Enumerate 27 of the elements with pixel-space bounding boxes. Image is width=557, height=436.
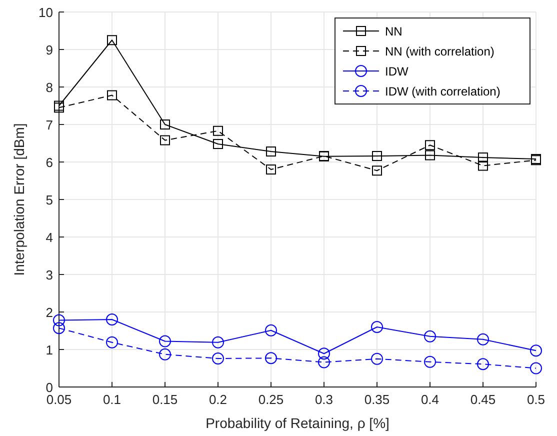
x-axis-title: Probability of Retaining, ρ [%] [206, 415, 390, 431]
y-tick-label: 0 [46, 380, 53, 395]
legend-label: IDW [385, 64, 409, 78]
y-tick-label: 8 [46, 80, 53, 95]
x-tick-label: 0.1 [102, 392, 122, 407]
legend-label: NN (with correlation) [385, 44, 494, 58]
y-tick-label: 7 [46, 118, 53, 132]
y-axis-title: Interpolation Error [dBm] [11, 123, 27, 276]
x-tick-label: 0.15 [152, 392, 178, 407]
x-tick-label: 0.35 [364, 392, 390, 407]
y-tick-label: 2 [46, 305, 53, 320]
y-tick-label: 10 [38, 5, 53, 20]
x-tick-label: 0.05 [46, 392, 72, 407]
x-tick-label: 0.45 [470, 392, 496, 407]
x-tick-label: 0.3 [314, 392, 334, 407]
legend-label: IDW (with correlation) [385, 84, 500, 98]
y-tick-label: 3 [46, 268, 53, 282]
y-tick-label: 9 [46, 42, 53, 58]
x-tick-label: 0.25 [258, 392, 284, 407]
y-tick-label: 1 [46, 342, 53, 358]
x-tick-label: 0.4 [420, 392, 440, 407]
y-tick-label: 6 [46, 155, 53, 170]
legend-label: NN [385, 24, 402, 38]
y-tick-label: 4 [46, 230, 53, 245]
x-tick-label: 0.5 [526, 392, 546, 407]
y-tick-label: 5 [46, 192, 53, 208]
x-tick-label: 0.2 [208, 392, 228, 407]
